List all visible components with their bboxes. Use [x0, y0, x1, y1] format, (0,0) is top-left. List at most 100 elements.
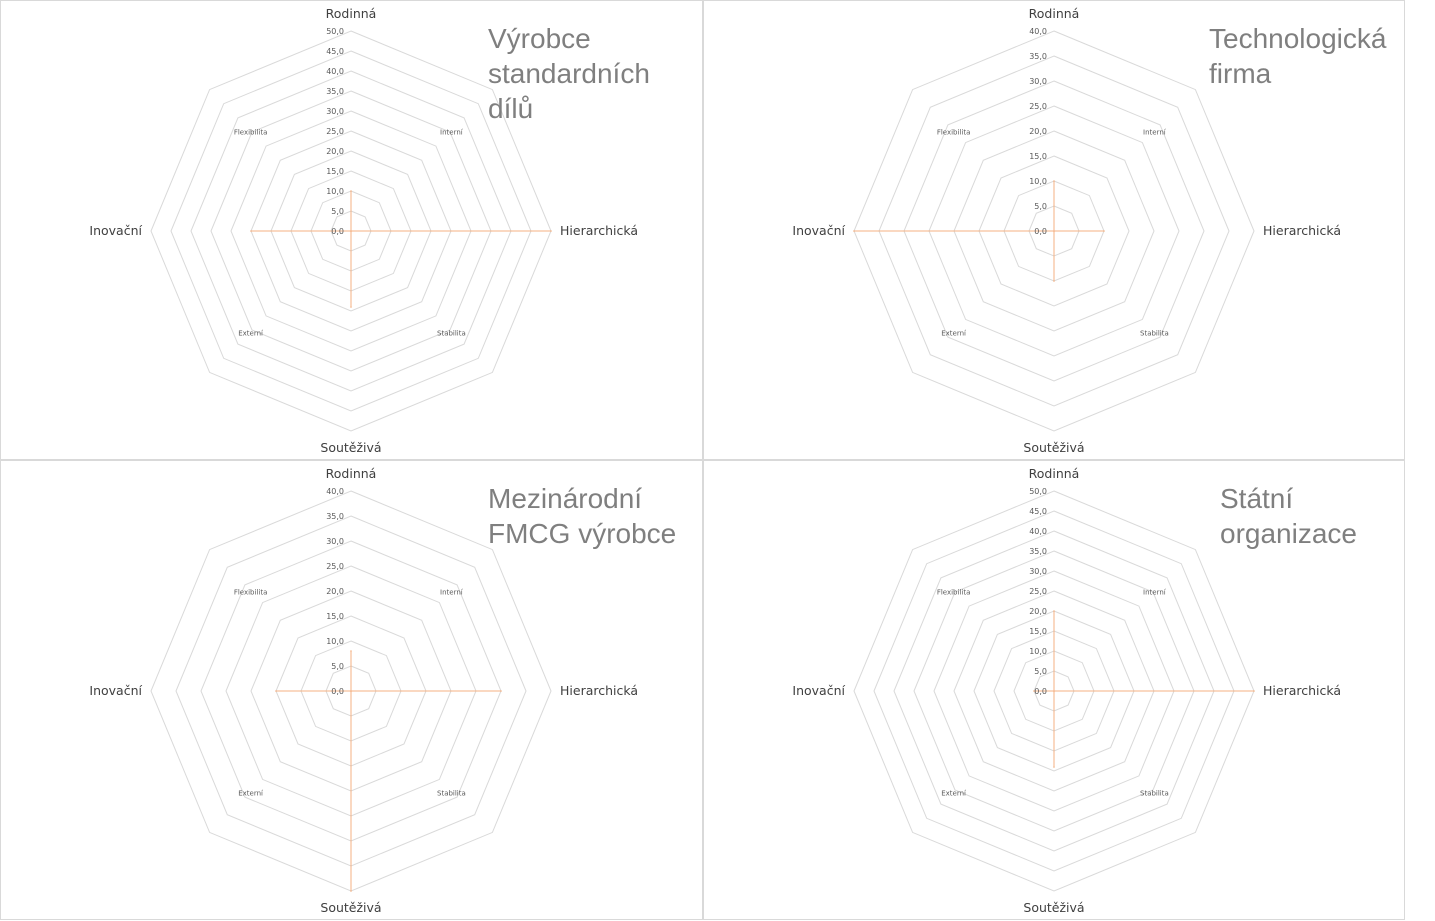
- chart-panel-vyrobce-standardnich-dilu: 0,0 5,0 10,0 15,0 20,0 25,0 30,0 35,0 40,0 45,0 50…: [0, 0, 703, 460]
- grid-ring: [903, 80, 1205, 382]
- data-point-hierarchicka: [550, 230, 552, 232]
- grid-ring: [853, 490, 1255, 892]
- axis-label-hierarchicka: Hierarchická: [560, 683, 638, 698]
- radar-chart-4: 0,0 5,0 10,0 15,0 20,0 25,0 30,0 35,0 40,0 45,0 50…: [792, 466, 1341, 915]
- radar-grid: [150, 30, 552, 432]
- radar-chart-3: 0,0 5,0 10,0 15,0 20,0 25,0 30,0 35,0 40,0 Rodinn…: [89, 466, 638, 915]
- tick-label: 30,0: [1029, 77, 1047, 86]
- tick-label: 40,0: [326, 67, 344, 76]
- grid-ring: [953, 590, 1155, 792]
- data-point-flexibilita: [350, 690, 352, 692]
- chart-panel-statni-organizace: 0,0 5,0 10,0 15,0 20,0 25,0 30,0 35,0 40,0 45,0 50…: [703, 460, 1405, 920]
- axis-label-rodinna: Rodinná: [1029, 6, 1080, 21]
- axis-label-externi: Externí: [238, 329, 264, 337]
- series-area: [854, 181, 1104, 281]
- grid-ring: [978, 155, 1130, 307]
- tick-label: 25,0: [326, 127, 344, 136]
- tick-label: 35,0: [326, 512, 344, 521]
- axis-label-rodinna: Rodinná: [326, 466, 377, 481]
- axis-label-stabilita: Stabilita: [1140, 329, 1169, 337]
- tick-label: 5,0: [331, 207, 344, 216]
- data-point-hierarchicka: [500, 690, 502, 692]
- tick-label: 45,0: [326, 47, 344, 56]
- axis-label-souteziva: Soutěživá: [320, 900, 381, 915]
- grid-ring: [250, 130, 452, 332]
- axis-label-interni: Interní: [440, 589, 464, 597]
- tick-label: 5,0: [331, 662, 344, 671]
- axis-label-rodinna: Rodinná: [326, 6, 377, 21]
- tick-label: 25,0: [1029, 587, 1047, 596]
- data-point-souteziva: [350, 306, 352, 308]
- tick-label: 20,0: [1029, 127, 1047, 136]
- data-point-rodinna: [350, 190, 352, 192]
- tick-label: 15,0: [1029, 152, 1047, 161]
- data-point-inovacni: [275, 690, 277, 692]
- axis-label-stabilita: Stabilita: [437, 789, 466, 797]
- data-point-souteziva: [1053, 766, 1055, 768]
- axis-label-interni: Interní: [440, 129, 464, 137]
- axis-label-interni: Interní: [1143, 589, 1167, 597]
- radar-grid: [853, 30, 1255, 432]
- tick-label: 5,0: [1034, 667, 1047, 676]
- axis-label-flexibilita: Flexibilita: [234, 129, 268, 137]
- axis-label-externi: Externí: [941, 329, 967, 337]
- axis-label-interni: Interní: [1143, 129, 1167, 137]
- tick-label: 25,0: [326, 562, 344, 571]
- tick-label: 30,0: [326, 107, 344, 116]
- tick-label: 50,0: [326, 27, 344, 36]
- chart-panel-mezinarodni-fmcg-vyrobce: 0,0 5,0 10,0 15,0 20,0 25,0 30,0 35,0 40,0 Rodinn…: [0, 460, 703, 920]
- tick-label: 35,0: [326, 87, 344, 96]
- data-point-flexibilita: [1053, 230, 1055, 232]
- tick-label: 10,0: [1029, 177, 1047, 186]
- grid-ring: [270, 150, 432, 312]
- axis-label-hierarchicka: Hierarchická: [1263, 683, 1341, 698]
- axis-label-souteziva: Soutěživá: [1023, 440, 1084, 455]
- tick-label: 40,0: [326, 487, 344, 496]
- tick-label: 10,0: [326, 637, 344, 646]
- tick-label: 45,0: [1029, 507, 1047, 516]
- data-point-hierarchicka: [1103, 230, 1105, 232]
- tick-label: 20,0: [1029, 607, 1047, 616]
- series-area: [276, 651, 501, 891]
- grid-ring: [210, 90, 492, 372]
- series-area: [1034, 611, 1254, 767]
- tick-label: 30,0: [326, 537, 344, 546]
- axis-label-souteziva: Soutěživá: [320, 440, 381, 455]
- radar-chart-2: 0,0 5,0 10,0 15,0 20,0 25,0 30,0 35,0 40,0 Rodinn…: [792, 6, 1341, 455]
- grid-ring: [953, 130, 1155, 332]
- tick-label: 0,0: [1034, 687, 1047, 696]
- axis-label-inovacni: Inovační: [89, 683, 142, 698]
- axis-label-hierarchicka: Hierarchická: [560, 223, 638, 238]
- data-point-souteziva: [350, 890, 352, 892]
- tick-label: 40,0: [1029, 527, 1047, 536]
- axis-label-hierarchicka: Hierarchická: [1263, 223, 1341, 238]
- chart-title: Mezinárodní FMCG výrobce: [488, 483, 677, 549]
- chart-panel-technologicka-firma: 0,0 5,0 10,0 15,0 20,0 25,0 30,0 35,0 40,0 Rodinn…: [703, 0, 1405, 460]
- data-point-rodinna: [1053, 180, 1055, 182]
- chart-title: Státní organizace: [1220, 483, 1357, 549]
- tick-label: 10,0: [326, 187, 344, 196]
- tick-label: 15,0: [1029, 627, 1047, 636]
- grid-ring: [973, 610, 1135, 772]
- axis-label-stabilita: Stabilita: [437, 329, 466, 337]
- data-point-rodinna: [350, 650, 352, 652]
- tick-label: 40,0: [1029, 27, 1047, 36]
- grid-ring: [928, 105, 1180, 357]
- grid-ring: [150, 30, 552, 432]
- data-point-flexibilita: [1053, 690, 1055, 692]
- data-point-inovacni: [853, 230, 855, 232]
- axis-label-inovacni: Inovační: [89, 223, 142, 238]
- tick-label: 35,0: [1029, 547, 1047, 556]
- data-point-inovacni: [250, 230, 252, 232]
- axis-label-inovacni: Inovační: [792, 223, 845, 238]
- data-point-hierarchicka: [1253, 690, 1255, 692]
- axis-label-externi: Externí: [238, 789, 264, 797]
- grid-ring: [170, 50, 532, 412]
- chart-title: Výrobce standardních dílů: [488, 23, 650, 124]
- tick-label: 30,0: [1029, 567, 1047, 576]
- data-point-flexibilita: [350, 230, 352, 232]
- tick-label: 50,0: [1029, 487, 1047, 496]
- axis-label-souteziva: Soutěživá: [1023, 900, 1084, 915]
- axis-label-flexibilita: Flexibilita: [937, 129, 971, 137]
- grid-ring: [913, 550, 1195, 832]
